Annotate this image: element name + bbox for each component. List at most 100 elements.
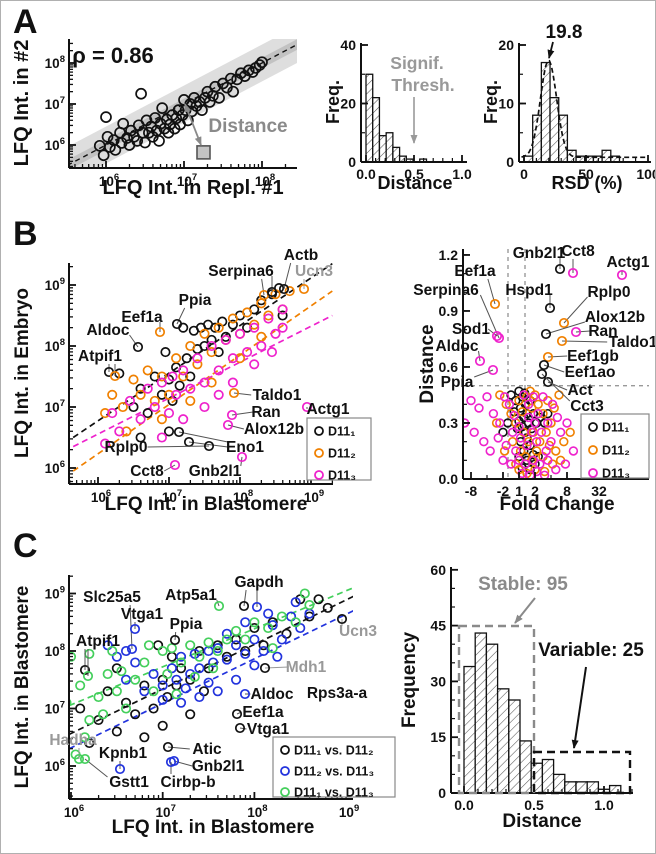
svg-text:107: 107: [162, 488, 182, 505]
svg-text:Rplp0: Rplp0: [104, 439, 147, 456]
svg-text:20: 20: [340, 96, 356, 112]
svg-text:Gnb2l1: Gnb2l1: [513, 245, 566, 262]
svg-text:106: 106: [45, 459, 65, 476]
a-hist2: 0 50 100 0 10 20 RSD (%) Freq. 19.8: [481, 22, 656, 193]
svg-text:0.0: 0.0: [356, 166, 376, 182]
svg-text:Kpnb1: Kpnb1: [99, 745, 148, 762]
svg-text:50: 50: [578, 166, 594, 182]
svg-text:106: 106: [64, 803, 84, 820]
svg-text:19.8: 19.8: [546, 22, 583, 43]
svg-text:107: 107: [45, 95, 65, 112]
svg-text:8: 8: [563, 483, 571, 499]
svg-text:0.0: 0.0: [454, 797, 474, 813]
svg-text:0: 0: [506, 154, 514, 170]
svg-text:D11₃: D11₃: [328, 469, 356, 483]
svg-text:Thresh.: Thresh.: [391, 75, 454, 95]
svg-text:Eno1: Eno1: [226, 439, 264, 456]
svg-text:Cirbp-b: Cirbp-b: [160, 774, 215, 791]
svg-text:109: 109: [45, 585, 65, 602]
svg-text:D11₁ vs. D11₃: D11₁ vs. D11₃: [294, 786, 374, 800]
svg-text:D11₂ vs. D11₃: D11₂ vs. D11₃: [294, 765, 374, 779]
svg-text:Distance: Distance: [377, 173, 452, 193]
svg-text:Cct3: Cct3: [570, 398, 604, 415]
svg-text:0.6: 0.6: [439, 359, 459, 375]
svg-text:0.3: 0.3: [439, 415, 459, 431]
svg-text:D11₂: D11₂: [602, 444, 630, 458]
svg-text:LFQ Int. in #2: LFQ Int. in #2: [11, 40, 33, 167]
b-right: -8 -2 1 2 8 32 0.0 0.3 0.6 0.9 1.2 Fold Change Dista…: [413, 243, 655, 515]
svg-text:Alox12b: Alox12b: [585, 309, 645, 326]
svg-text:108: 108: [45, 54, 65, 71]
svg-text:Eef1a: Eef1a: [242, 704, 284, 721]
svg-text:Signif.: Signif.: [390, 53, 443, 73]
svg-text:106: 106: [91, 488, 111, 505]
svg-text:106: 106: [99, 172, 119, 189]
svg-text:108: 108: [233, 488, 253, 505]
svg-text:Gnb2l1: Gnb2l1: [189, 463, 242, 480]
svg-text:107: 107: [45, 700, 65, 717]
svg-text:Actg1: Actg1: [606, 254, 649, 271]
c-right: 0.0 0.5 1.0 0 15 30 45 60 Distance Frequency Stabl…: [399, 562, 644, 832]
svg-text:LFQ Int. in Blastomere: LFQ Int. in Blastomere: [12, 586, 33, 789]
svg-text:Eef1gb: Eef1gb: [567, 348, 619, 365]
svg-text:Eef1a: Eef1a: [454, 263, 496, 280]
svg-text:1: 1: [515, 483, 523, 499]
svg-text:100: 100: [636, 166, 656, 182]
svg-text:LFQ Int. in Repl. #1: LFQ Int. in Repl. #1: [102, 177, 283, 199]
svg-text:Serpina6: Serpina6: [413, 282, 479, 299]
svg-text:2: 2: [531, 483, 539, 499]
svg-text:Vtga1: Vtga1: [247, 721, 290, 738]
svg-text:Alox12b: Alox12b: [244, 421, 304, 438]
svg-text:Taldo1: Taldo1: [253, 387, 302, 404]
svg-text:Eef1ao: Eef1ao: [565, 364, 616, 381]
svg-text:107: 107: [177, 172, 197, 189]
svg-text:Frequency: Frequency: [399, 632, 420, 729]
svg-text:Atp5a1: Atp5a1: [165, 587, 217, 604]
svg-text:D11₁: D11₁: [602, 421, 629, 435]
svg-text:-2: -2: [497, 483, 510, 499]
svg-text:1.0: 1.0: [452, 166, 472, 182]
svg-text:0.9: 0.9: [439, 303, 459, 319]
svg-text:0.0: 0.0: [439, 471, 459, 487]
svg-text:106: 106: [45, 757, 65, 774]
svg-text:Ppia: Ppia: [170, 616, 203, 633]
svg-text:Distance: Distance: [208, 116, 287, 137]
svg-text:1.2: 1.2: [439, 247, 459, 263]
svg-text:Ran: Ran: [588, 323, 617, 340]
svg-text:0: 0: [520, 166, 528, 182]
c-left: 106 107 108 109 106 107 108 109 LFQ Int. in Blas…: [12, 574, 396, 838]
svg-text:Ran: Ran: [251, 404, 280, 421]
svg-text:Hadha: Hadha: [49, 732, 97, 749]
svg-text:-8: -8: [465, 483, 478, 499]
svg-text:Aldoc: Aldoc: [435, 338, 478, 355]
svg-text:108: 108: [255, 172, 275, 189]
svg-text:20: 20: [498, 37, 514, 53]
svg-text:Fold Change: Fold Change: [499, 494, 614, 515]
svg-text:Cct8: Cct8: [130, 463, 164, 480]
svg-text:Mdh1: Mdh1: [286, 659, 327, 676]
svg-text:Aldoc: Aldoc: [86, 322, 129, 339]
svg-text:109: 109: [304, 488, 324, 505]
svg-text:Freq.: Freq.: [481, 80, 501, 124]
svg-text:LFQ Int. in Blastomere: LFQ Int. in Blastomere: [105, 494, 308, 515]
panel-label-a: A: [13, 3, 38, 41]
panel-label-b: B: [13, 215, 38, 253]
svg-text:60: 60: [430, 562, 446, 578]
svg-text:1.0: 1.0: [594, 797, 614, 813]
svg-text:Distance: Distance: [502, 811, 581, 832]
svg-text:D11₁ vs. D11₂: D11₁ vs. D11₂: [294, 744, 374, 758]
svg-text:LFQ Int. in Blastomere: LFQ Int. in Blastomere: [112, 817, 315, 838]
svg-text:10: 10: [498, 96, 514, 112]
svg-text:30: 30: [430, 673, 446, 689]
svg-text:D11₃: D11₃: [602, 467, 630, 481]
svg-text:Slc25a5: Slc25a5: [83, 589, 141, 606]
svg-text:ρ = 0.86: ρ = 0.86: [72, 43, 154, 68]
svg-text:Rps3a-a: Rps3a-a: [307, 685, 368, 702]
svg-text:108: 108: [45, 337, 65, 354]
svg-text:15: 15: [430, 729, 446, 745]
svg-text:Ppia: Ppia: [179, 292, 212, 309]
